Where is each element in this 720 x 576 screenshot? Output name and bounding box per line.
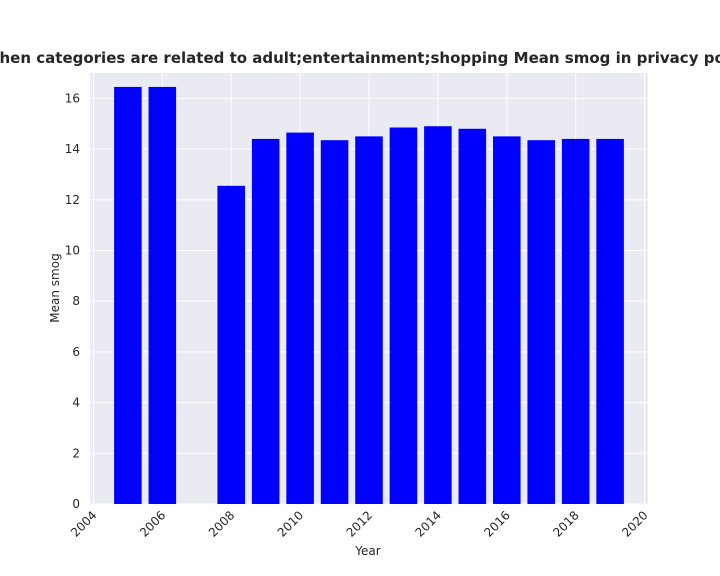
y-tick-label: 2: [72, 446, 80, 460]
y-tick-label: 4: [72, 396, 80, 410]
x-axis-ticks: 2004 2006 2008 2010 2012 2014 2016 2018 2020: [68, 508, 651, 539]
bar-2018: [561, 138, 590, 504]
bar-2009: [251, 138, 280, 504]
bar-2014: [424, 126, 452, 504]
bar-2017: [527, 140, 555, 504]
y-tick-label: 6: [72, 345, 80, 359]
y-axis-ticks: 0 2 4 6 8 10 12 14 16: [65, 91, 80, 511]
x-tick-label: 2004: [68, 508, 99, 539]
bar-2016: [493, 136, 521, 504]
y-tick-label: 0: [72, 497, 80, 511]
y-axis-label: Mean smog: [48, 253, 62, 322]
x-tick-label: 2014: [413, 508, 444, 539]
x-tick-label: 2018: [550, 508, 581, 539]
x-tick-label: 2006: [137, 508, 168, 539]
y-tick-label: 14: [65, 142, 80, 156]
bar-2010: [286, 132, 314, 504]
bar-2008: [217, 185, 245, 504]
x-tick-label: 2012: [344, 508, 375, 539]
x-tick-label: 2010: [275, 508, 306, 539]
bar-2006: [148, 86, 177, 504]
x-tick-label: 2016: [481, 508, 512, 539]
bar-2012: [355, 136, 383, 504]
x-tick-label: 2020: [619, 508, 650, 539]
bar-2015: [458, 128, 487, 504]
bar-2005: [114, 86, 142, 504]
bar-2019: [596, 138, 624, 504]
y-tick-label: 10: [65, 243, 80, 257]
x-axis-label: Year: [354, 544, 380, 558]
bar-2013: [389, 127, 418, 505]
bar-2011: [320, 140, 349, 504]
chart-title: Mean smog when categories are related to…: [0, 49, 720, 67]
x-tick-label: 2008: [206, 508, 237, 539]
y-tick-label: 16: [65, 91, 80, 105]
y-tick-label: 8: [72, 294, 80, 308]
y-tick-label: 12: [65, 193, 80, 207]
bars: [114, 86, 624, 505]
